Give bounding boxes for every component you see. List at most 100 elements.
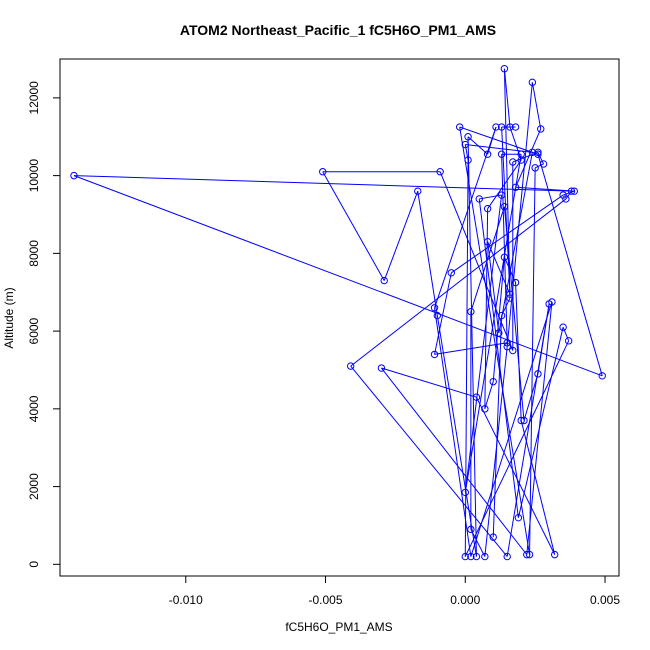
- data-point: [461, 488, 469, 497]
- data-point: [534, 148, 542, 156]
- data-point: [455, 123, 464, 131]
- data-point: [537, 125, 545, 133]
- data-point: [497, 123, 506, 131]
- data-point: [528, 78, 537, 87]
- data-point: [509, 158, 517, 166]
- data-point: [500, 203, 509, 211]
- data-point: [346, 362, 355, 370]
- series-segment: [476, 396, 556, 555]
- data-point: [511, 183, 520, 191]
- series-segment: [484, 381, 494, 409]
- series-segment: [487, 241, 511, 295]
- series-segment: [417, 191, 438, 316]
- series-segment: [487, 126, 497, 155]
- series-segment: [464, 194, 503, 493]
- series-segment: [464, 144, 469, 161]
- series-segment: [509, 126, 522, 161]
- x-axis-label: fC5H6O_PM1_AMS: [285, 620, 392, 634]
- data-point: [598, 372, 606, 380]
- x-axis: -0.010 -0.005 0.000 0.005: [169, 575, 620, 607]
- series-segment: [478, 198, 519, 518]
- data-point: [523, 550, 531, 559]
- data-point: [503, 552, 511, 561]
- series-segment: [506, 82, 533, 347]
- data-point: [467, 307, 475, 316]
- data-point: [503, 339, 511, 347]
- y-axis-label: Altitude (m): [2, 287, 16, 348]
- series-segment: [381, 367, 477, 398]
- x-tick-label: 0.005: [590, 593, 620, 607]
- series-segment: [498, 152, 533, 334]
- series-segment: [501, 154, 508, 343]
- series-segment: [459, 126, 531, 555]
- series-segment: [487, 241, 500, 334]
- y-tick-label: 2000: [27, 473, 41, 500]
- series-segment: [484, 208, 489, 409]
- data-point: [447, 269, 455, 277]
- data-point: [506, 123, 514, 131]
- data-point: [467, 552, 475, 561]
- data-point: [506, 294, 514, 302]
- data-point: [559, 323, 567, 331]
- data-point: [467, 525, 475, 534]
- data-point: [567, 187, 576, 195]
- data-point: [319, 168, 327, 176]
- x-tick-label: -0.005: [309, 593, 343, 607]
- series-segment: [381, 367, 528, 555]
- data-point: [377, 364, 386, 372]
- data-point: [517, 416, 525, 425]
- series-segment: [501, 127, 511, 295]
- series-segment: [534, 163, 544, 169]
- series-segment: [464, 160, 469, 557]
- data-point: [436, 168, 444, 176]
- data-point: [511, 123, 520, 131]
- plot-frame: [59, 58, 620, 577]
- series-segment: [467, 136, 477, 557]
- series-segment: [436, 315, 477, 557]
- data-point: [492, 123, 500, 131]
- series-segment: [515, 282, 522, 421]
- y-tick-label: 6000: [27, 317, 41, 344]
- series-segment: [479, 194, 502, 200]
- data-point: [481, 552, 489, 561]
- data-point: [509, 346, 517, 355]
- data-point: [472, 393, 481, 401]
- data-point: [464, 156, 472, 164]
- data-point: [511, 278, 520, 287]
- y-tick-label: 10000: [27, 159, 41, 193]
- series-segment: [529, 167, 536, 555]
- data-point: [489, 377, 497, 386]
- series-segment: [492, 315, 503, 538]
- series-segment: [434, 307, 472, 557]
- data-point: [551, 550, 559, 559]
- data-point: [564, 337, 573, 345]
- data-point: [380, 276, 388, 285]
- series-segment: [383, 190, 419, 281]
- series-segment: [484, 346, 508, 557]
- data-point: [531, 164, 539, 172]
- data-point: [483, 150, 492, 158]
- data-point: [414, 187, 422, 195]
- y-tick-label: 12000: [27, 81, 41, 115]
- data-point: [514, 513, 523, 522]
- series-segment: [322, 171, 385, 281]
- data-point: [483, 237, 492, 246]
- data-point: [497, 150, 506, 158]
- data-point: [559, 191, 567, 199]
- data-point: [433, 311, 442, 320]
- series-segment: [470, 206, 505, 312]
- series-layer: [70, 65, 606, 561]
- series-segment: [434, 342, 508, 355]
- data-point: [481, 405, 489, 413]
- data-point: [517, 156, 525, 164]
- series-segment: [464, 154, 522, 493]
- series-segment: [531, 82, 542, 130]
- series-segment: [537, 152, 544, 165]
- data-point: [497, 191, 506, 199]
- y-tick-label: 0: [27, 561, 41, 568]
- data-point: [70, 171, 78, 180]
- data-point: [489, 533, 497, 541]
- y-axis: 0 2000 4000 6000 8000 10000 12000: [27, 81, 61, 568]
- series-segment: [350, 365, 508, 557]
